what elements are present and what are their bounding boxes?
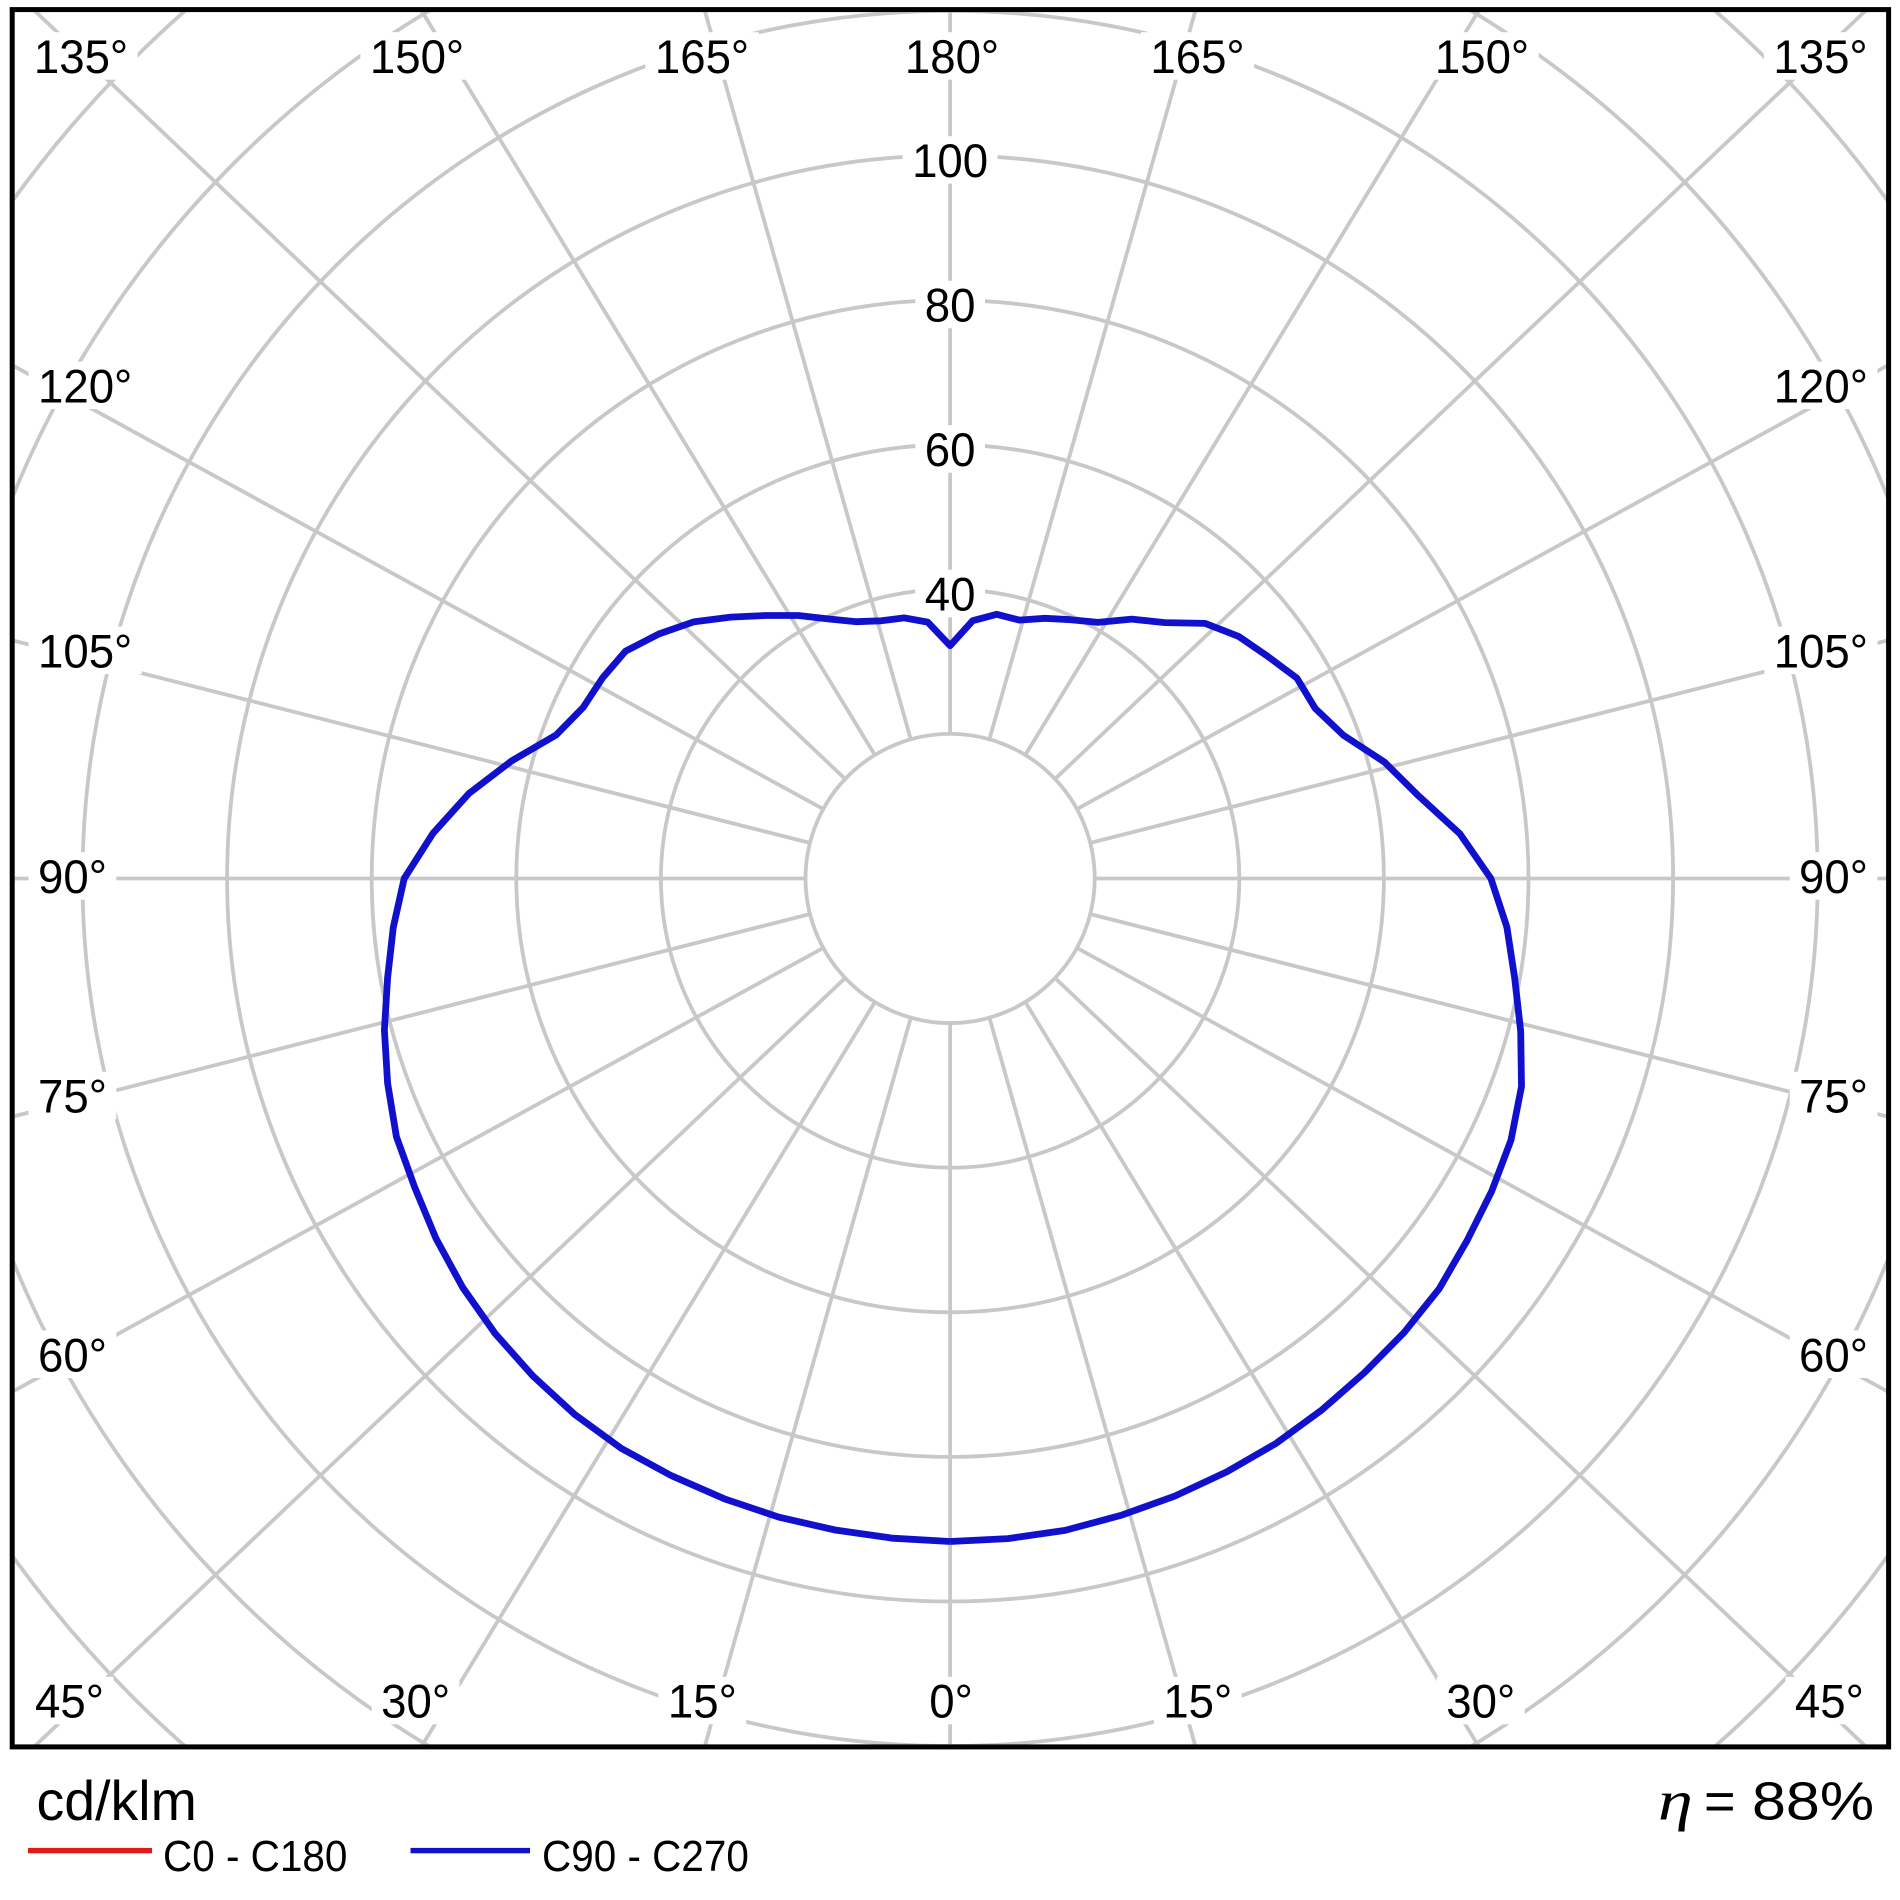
svg-text:0°: 0° <box>929 1675 973 1728</box>
svg-text:90°: 90° <box>1799 850 1868 903</box>
svg-text:180°: 180° <box>905 30 999 83</box>
svg-text:80: 80 <box>925 279 976 332</box>
svg-text:=: = <box>1704 1772 1736 1832</box>
svg-text:cd/klm: cd/klm <box>37 1770 197 1832</box>
svg-text:105°: 105° <box>1774 625 1868 678</box>
svg-text:135°: 135° <box>34 30 128 83</box>
svg-text:30°: 30° <box>381 1675 450 1728</box>
svg-text:15°: 15° <box>668 1675 737 1728</box>
svg-text:75°: 75° <box>38 1070 107 1123</box>
svg-text:15°: 15° <box>1163 1675 1232 1728</box>
svg-text:120°: 120° <box>38 360 132 413</box>
svg-text:100: 100 <box>912 134 988 187</box>
svg-text:C90 - C270: C90 - C270 <box>542 1832 749 1881</box>
svg-text:165°: 165° <box>655 30 749 83</box>
svg-text:45°: 45° <box>35 1675 104 1728</box>
svg-text:η: η <box>1658 1770 1693 1832</box>
svg-text:40: 40 <box>925 568 976 621</box>
svg-text:88%: 88% <box>1752 1772 1874 1832</box>
svg-text:30°: 30° <box>1446 1675 1515 1728</box>
svg-text:90°: 90° <box>38 850 107 903</box>
svg-text:C0 - C180: C0 - C180 <box>163 1832 347 1881</box>
svg-text:75°: 75° <box>1799 1070 1868 1123</box>
svg-text:45°: 45° <box>1795 1675 1864 1728</box>
svg-text:60: 60 <box>925 423 976 476</box>
svg-text:60°: 60° <box>1799 1329 1868 1382</box>
svg-text:120°: 120° <box>1774 360 1868 413</box>
svg-text:135°: 135° <box>1773 30 1867 83</box>
svg-text:150°: 150° <box>1435 30 1529 83</box>
svg-text:165°: 165° <box>1150 30 1244 83</box>
svg-text:60°: 60° <box>38 1329 107 1382</box>
svg-text:105°: 105° <box>38 625 132 678</box>
svg-text:150°: 150° <box>370 30 464 83</box>
